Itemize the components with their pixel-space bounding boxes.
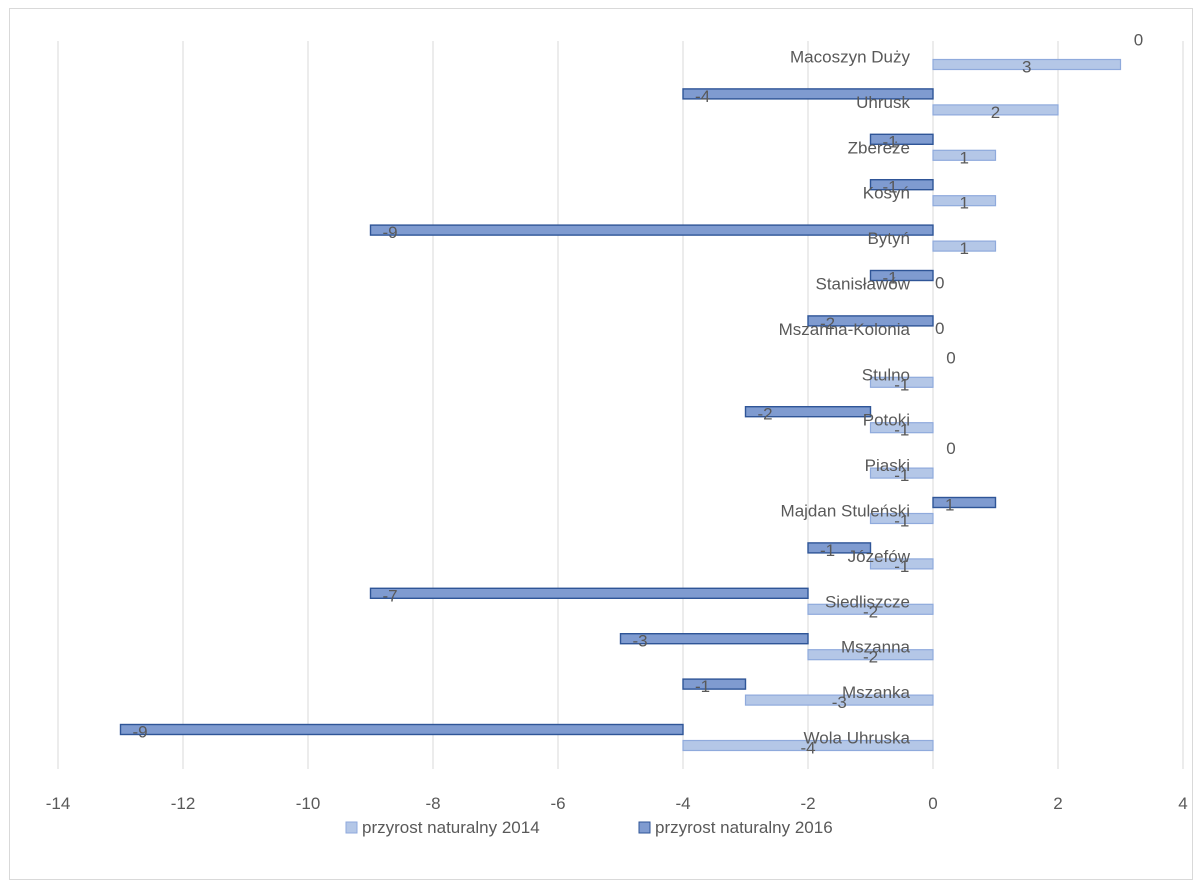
bar-2014 (869, 422, 934, 434)
x-tick-label: -12 (171, 794, 196, 813)
data-label-2014: -1 (894, 466, 909, 485)
bar-2016 (619, 633, 809, 645)
bar-2014 (807, 649, 934, 661)
data-label-2016: -2 (758, 405, 773, 424)
x-tick-label: -10 (296, 794, 321, 813)
x-tick-label: 0 (928, 794, 937, 813)
bar-2016 (119, 723, 684, 736)
x-tick-label: -2 (800, 794, 815, 813)
data-label-2016: 0 (946, 439, 955, 458)
data-label-2014: -3 (832, 693, 847, 712)
bar-2014 (932, 104, 1059, 116)
data-label-2014: 2 (991, 103, 1000, 122)
data-label-2014: 1 (960, 239, 969, 258)
category-label: Józefów (848, 547, 911, 566)
gridlines (57, 41, 1184, 769)
data-label-2014: -4 (800, 739, 815, 758)
bar-2016 (682, 88, 934, 100)
data-label-2016: -9 (133, 723, 148, 742)
bar-2016 (744, 406, 872, 418)
bar-2016 (682, 678, 747, 690)
data-label-2016: -1 (883, 132, 898, 151)
data-label-2014: 1 (960, 148, 969, 167)
data-label-2016: -3 (633, 632, 648, 651)
category-label: Uhrusk (856, 93, 910, 112)
bar-2016 (369, 224, 934, 236)
data-label-2014: -1 (894, 375, 909, 394)
bar-2016 (932, 496, 997, 509)
data-label-2014: 0 (935, 319, 944, 338)
bar-2014 (932, 149, 997, 161)
bar-2016 (369, 587, 809, 599)
category-label: Siedliszcze (825, 592, 910, 611)
data-label-2016: 1 (945, 496, 954, 515)
data-label-2016: -7 (383, 586, 398, 605)
bar-2016 (807, 315, 934, 327)
bar-2014 (744, 694, 934, 706)
legend-swatch-2016 (638, 821, 651, 834)
bar-2016 (869, 178, 934, 191)
x-tick-label: -4 (675, 794, 690, 813)
category-label: Mszanka (842, 683, 911, 702)
data-label-2016: -1 (883, 269, 898, 288)
data-label-2014: -2 (863, 648, 878, 667)
x-tick-label: -8 (425, 794, 440, 813)
bars (119, 58, 1122, 752)
bar-2014 (869, 376, 934, 388)
data-label-2016: -1 (695, 677, 710, 696)
chart-frame: Macoszyn Duży Uhrusk Zbereże Kosyń Bytyń Stan… (9, 8, 1193, 880)
legend-label-2014: przyrost naturalny 2014 (362, 818, 540, 837)
category-label: Zbereże (848, 138, 910, 157)
data-label-2016: -4 (695, 87, 710, 106)
x-tick-label: -6 (550, 794, 565, 813)
bar-2016 (869, 269, 934, 282)
bar-2016 (807, 542, 872, 554)
category-label: Stulno (862, 365, 910, 384)
data-label-2014: -2 (863, 602, 878, 621)
bar-2014 (682, 739, 934, 752)
category-label: Wola Uhruska (804, 729, 911, 748)
bar-2014 (932, 240, 997, 252)
data-label-2016: 0 (1134, 31, 1143, 50)
bar-2014 (932, 58, 1122, 71)
bar-2016 (869, 133, 934, 146)
data-label-2016: -1 (820, 541, 835, 560)
legend-swatch-2014 (345, 821, 358, 834)
data-label-2014: 3 (1022, 58, 1031, 77)
data-label-2014: -1 (894, 512, 909, 531)
data-label-2014: -1 (894, 557, 909, 576)
bar-2014 (869, 512, 934, 525)
bar-2014 (932, 195, 997, 207)
legend: przyrost naturalny 2014 przyrost natural… (345, 818, 833, 837)
category-labels: Macoszyn Duży Uhrusk Zbereże Kosyń Bytyń Stan… (779, 48, 911, 748)
category-label: Stanisławów (816, 275, 911, 294)
x-tick-label: 2 (1053, 794, 1062, 813)
bar-chart: Macoszyn Duży Uhrusk Zbereże Kosyń Bytyń Stan… (46, 31, 1188, 838)
bar-2014 (869, 467, 934, 479)
data-label-2016: -1 (883, 178, 898, 197)
data-label-2014: 0 (935, 274, 944, 293)
bar-2014 (869, 558, 934, 570)
category-label: Bytyń (867, 229, 910, 248)
x-tick-label: 4 (1178, 794, 1187, 813)
data-label-2016: 0 (946, 348, 955, 367)
category-label: Kosyń (863, 184, 910, 203)
data-labels: 3 0 2 -4 1 -1 1 -1 1 -9 0 -1 0 -2 -1 0 -1 -2 -1 0 -1 1 -1 -1 -2 -… (133, 31, 1144, 758)
x-axis-tick-labels: -14 -12 -10 -8 -6 -4 -2 0 2 4 (46, 794, 1188, 813)
data-label-2016: -2 (820, 314, 835, 333)
category-label: Macoszyn Duży (790, 48, 910, 67)
data-label-2014: 1 (960, 194, 969, 213)
category-label: Potoki (863, 411, 910, 430)
data-label-2016: -9 (383, 223, 398, 242)
bar-2014 (807, 603, 934, 615)
data-label-2014: -1 (894, 421, 909, 440)
category-label: Mszanna (841, 638, 911, 657)
x-tick-label: -14 (46, 794, 71, 813)
category-label: Mszanna-Kolonia (779, 320, 911, 339)
category-label: Majdan Stuleński (781, 502, 910, 521)
legend-label-2016: przyrost naturalny 2016 (655, 818, 833, 837)
category-label: Piaski (865, 456, 910, 475)
